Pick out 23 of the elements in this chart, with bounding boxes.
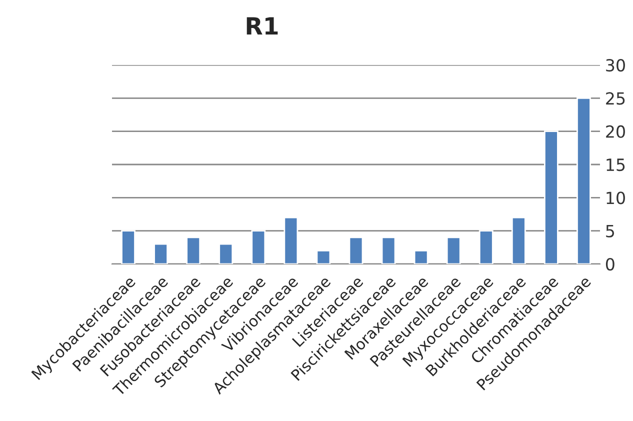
bar [414, 250, 428, 264]
y-tick-label: 0 [606, 258, 614, 271]
bar [348, 236, 364, 264]
bar [511, 216, 526, 264]
y-tick-label: 30 [606, 58, 625, 72]
y-tick-label: 25 [606, 92, 625, 105]
bar [446, 236, 461, 264]
y-tick-label: 10 [606, 192, 625, 204]
bar [186, 236, 201, 264]
bar [544, 130, 558, 264]
bar [381, 236, 396, 264]
bar [218, 243, 234, 264]
bar [478, 230, 494, 264]
y-tick-label: 5 [606, 225, 614, 238]
bar [316, 250, 331, 264]
y-tick-label: 15 [606, 158, 625, 172]
bar [576, 97, 591, 264]
bar [121, 230, 136, 264]
y-tick-label: 20 [606, 125, 625, 138]
bar [154, 243, 168, 264]
bar [251, 230, 266, 264]
chart-title: R1 [246, 17, 278, 35]
bar [284, 216, 298, 264]
